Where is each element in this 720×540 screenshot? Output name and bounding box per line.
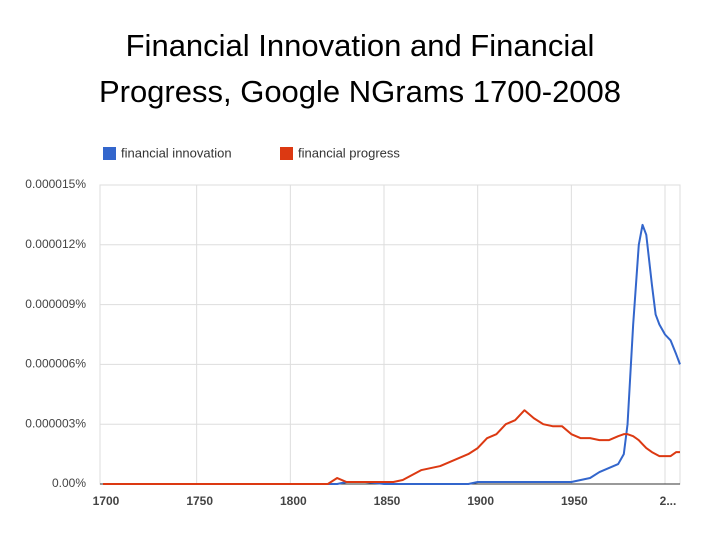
legend-swatch [103,147,116,160]
series-line [103,223,681,485]
x-tick-label: 2... [660,494,677,508]
x-tick-label: 1700 [93,494,120,508]
legend-swatch [280,147,293,160]
legend-label: financial progress [298,145,400,160]
chart-title: Financial Innovation and Financial [126,28,595,63]
series-line [103,409,680,485]
x-tick-label: 1800 [280,494,307,508]
x-tick-label: 1900 [467,494,494,508]
x-tick-label: 1950 [561,494,588,508]
y-tick-label: 0.000009% [25,297,86,311]
chart-title: Progress, Google NGrams 1700-2008 [99,74,621,109]
y-tick-label: 0.000003% [25,416,86,430]
y-tick-label: 0.00% [52,476,86,490]
y-tick-label: 0.000006% [25,357,86,371]
x-tick-label: 1850 [374,494,401,508]
y-tick-label: 0.000015% [25,177,86,191]
x-tick-label: 1750 [186,494,213,508]
y-tick-label: 0.000012% [25,237,86,251]
legend-label: financial innovation [121,145,232,160]
